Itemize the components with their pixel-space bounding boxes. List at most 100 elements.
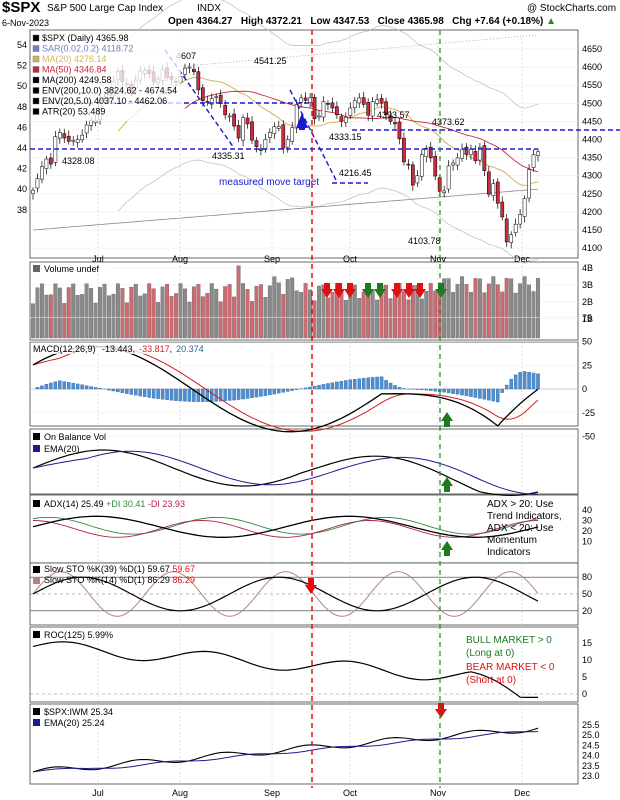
volume-bar bbox=[486, 283, 491, 339]
adx-tick: 10 bbox=[582, 537, 592, 547]
macd-hist-bar bbox=[196, 388, 201, 402]
volume-bar bbox=[482, 292, 487, 339]
macd-hist-bar bbox=[446, 388, 451, 394]
macd-hist-bar bbox=[339, 381, 344, 390]
macd-hist-bar bbox=[259, 388, 263, 397]
volume-bar bbox=[272, 276, 277, 339]
macd-hist-bar bbox=[393, 385, 397, 390]
volume-bar bbox=[223, 286, 228, 339]
rs-line bbox=[32, 727, 539, 773]
adx-legend-part: +DI bbox=[106, 499, 120, 509]
macd-legend-bg bbox=[31, 343, 276, 354]
arrow-stem bbox=[417, 283, 423, 290]
adx-tick: 40 bbox=[582, 505, 592, 515]
macd-hist-bar bbox=[35, 387, 40, 390]
arrow-stem bbox=[444, 420, 450, 427]
candle bbox=[281, 124, 286, 149]
candle bbox=[187, 66, 192, 69]
price-tick: 4200 bbox=[582, 207, 602, 217]
volume-bar bbox=[178, 283, 183, 339]
month-tick: Aug bbox=[172, 788, 188, 798]
adx-legend-swatch bbox=[33, 500, 40, 507]
candle bbox=[393, 122, 397, 125]
candle bbox=[433, 155, 438, 177]
ohlc-row: Open 4364.27 High 4372.21 Low 4347.53 Cl… bbox=[168, 16, 556, 27]
candle bbox=[357, 97, 362, 104]
green-down-arrow-icon bbox=[374, 289, 386, 298]
atr-tick: 52 bbox=[17, 61, 27, 71]
arrow-stem bbox=[365, 283, 371, 290]
macd-hist-bar bbox=[116, 388, 120, 393]
volume-bar bbox=[303, 283, 308, 339]
obv-line bbox=[32, 449, 539, 497]
volume-bar bbox=[393, 291, 397, 339]
candle bbox=[352, 100, 357, 108]
candle bbox=[35, 178, 40, 189]
candle bbox=[428, 146, 433, 159]
macd-hist-bar bbox=[312, 385, 317, 390]
price-legend-item: MA(20) 4276.14 bbox=[42, 54, 107, 64]
candle bbox=[495, 181, 500, 204]
volume-bar bbox=[205, 293, 210, 339]
volume-bar bbox=[509, 278, 514, 339]
arrow-stem bbox=[324, 283, 330, 290]
volume-bar bbox=[290, 277, 295, 339]
volume-bar bbox=[285, 279, 290, 339]
roc-legend-swatch bbox=[33, 631, 40, 638]
price-tick: 4550 bbox=[582, 80, 602, 90]
candle bbox=[71, 139, 76, 142]
price-legend-item: ATR(20) 53.489 bbox=[42, 107, 105, 117]
volume-bar bbox=[71, 283, 76, 339]
macd-hist-bar bbox=[125, 388, 129, 394]
plus-di-line bbox=[32, 516, 539, 535]
macd-hist-bar bbox=[250, 388, 254, 398]
volume-bar bbox=[401, 290, 406, 339]
legend-swatch bbox=[32, 34, 40, 42]
price-legend-item: MA(50) 4346.84 bbox=[42, 65, 107, 75]
macd-hist-bar bbox=[134, 388, 138, 396]
volume-bar bbox=[227, 284, 232, 339]
volume-bar bbox=[464, 284, 469, 339]
rs-legend-swatch bbox=[33, 708, 40, 715]
macd-hist-bar bbox=[361, 377, 366, 390]
macd-hist-bar bbox=[254, 388, 259, 398]
high-value: 4372.21 bbox=[265, 16, 302, 27]
volume-bar bbox=[424, 291, 429, 339]
macd-hist-bar bbox=[473, 388, 478, 398]
candle bbox=[276, 126, 281, 129]
macd-legend-part: -33.817 bbox=[139, 344, 170, 354]
green-up-arrow-icon bbox=[441, 412, 453, 421]
volume-bar bbox=[93, 302, 98, 339]
candle bbox=[451, 162, 455, 166]
macd-hist-bar bbox=[147, 388, 151, 398]
candle bbox=[205, 101, 210, 103]
volume-bar bbox=[31, 303, 35, 339]
candle bbox=[223, 105, 228, 116]
roc-legend-part: ROC(125) bbox=[44, 630, 85, 640]
macd-hist-bar bbox=[326, 383, 330, 390]
volume-bar bbox=[536, 277, 540, 339]
macd-hist-bar bbox=[469, 388, 473, 397]
arrow-stem bbox=[438, 703, 444, 710]
month-tick: Jul bbox=[92, 788, 104, 798]
volume-bar bbox=[89, 288, 94, 339]
volume-bar bbox=[169, 296, 174, 339]
macd-hist-bar bbox=[455, 388, 460, 395]
open-value: 4364.27 bbox=[196, 16, 233, 27]
rs-ema-line bbox=[32, 731, 539, 773]
atr-tick: 54 bbox=[17, 40, 27, 50]
candle bbox=[299, 97, 303, 103]
macd-hist-bar bbox=[93, 387, 98, 390]
arrow-stem bbox=[394, 283, 400, 290]
high-oct-label: 4393.57 bbox=[377, 110, 410, 120]
month-tick: Nov bbox=[430, 254, 447, 264]
sto39-legend-swatch bbox=[33, 566, 40, 573]
high-label: High bbox=[240, 16, 264, 27]
candle bbox=[402, 137, 406, 163]
arrow-stem bbox=[377, 283, 383, 290]
candle bbox=[375, 99, 379, 104]
macd-hist-bar bbox=[165, 388, 169, 400]
macd-hist-bar bbox=[192, 388, 196, 402]
green-up-arrow-icon bbox=[441, 477, 453, 486]
macd-hist-bar bbox=[151, 388, 156, 399]
